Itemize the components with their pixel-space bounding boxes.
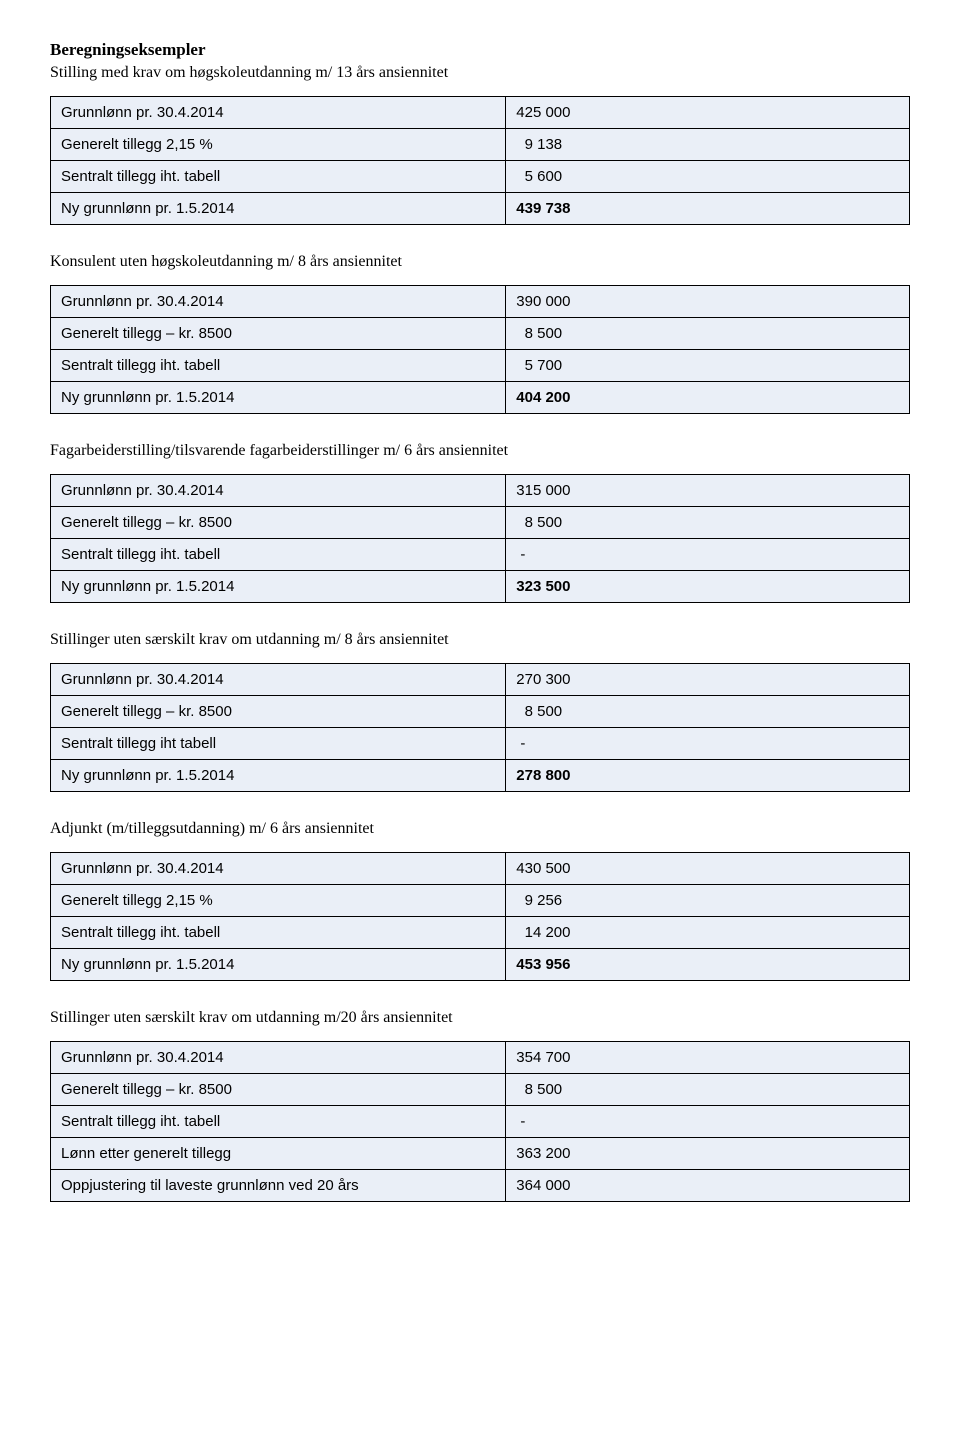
row-value: 430 500	[506, 853, 910, 885]
section-subtitle: Stilling med krav om høgskoleutdanning m…	[50, 64, 910, 82]
row-label: Generelt tillegg – kr. 8500	[51, 507, 506, 539]
table-row: Grunnlønn pr. 30.4.2014354 700	[51, 1042, 910, 1074]
row-value: 14 200	[506, 917, 910, 949]
row-value: 363 200	[506, 1138, 910, 1170]
table-row: Grunnlønn pr. 30.4.2014270 300	[51, 664, 910, 696]
row-label: Ny grunnlønn pr. 1.5.2014	[51, 760, 506, 792]
row-label: Grunnlønn pr. 30.4.2014	[51, 853, 506, 885]
table-row: Ny grunnlønn pr. 1.5.2014323 500	[51, 571, 910, 603]
calculation-table: Grunnlønn pr. 30.4.2014354 700Generelt t…	[50, 1041, 910, 1202]
calculation-table: Grunnlønn pr. 30.4.2014270 300Generelt t…	[50, 663, 910, 792]
section-subtitle: Adjunkt (m/tilleggsutdanning) m/ 6 års a…	[50, 820, 910, 838]
row-value: 453 956	[506, 949, 910, 981]
table-row: Ny grunnlønn pr. 1.5.2014404 200	[51, 382, 910, 414]
row-value: -	[506, 539, 910, 571]
table-row: Grunnlønn pr. 30.4.2014430 500	[51, 853, 910, 885]
row-value: 8 500	[506, 696, 910, 728]
row-label: Grunnlønn pr. 30.4.2014	[51, 97, 506, 129]
row-label: Generelt tillegg – kr. 8500	[51, 1074, 506, 1106]
row-value: 5 600	[506, 161, 910, 193]
row-value: 8 500	[506, 1074, 910, 1106]
row-label: Generelt tillegg 2,15 %	[51, 129, 506, 161]
row-label: Ny grunnlønn pr. 1.5.2014	[51, 571, 506, 603]
row-label: Sentralt tillegg iht. tabell	[51, 350, 506, 382]
row-label: Sentralt tillegg iht. tabell	[51, 917, 506, 949]
table-row: Grunnlønn pr. 30.4.2014315 000	[51, 475, 910, 507]
section-subtitle: Stillinger uten særskilt krav om utdanni…	[50, 1009, 910, 1027]
row-label: Grunnlønn pr. 30.4.2014	[51, 664, 506, 696]
sections-container: Stilling med krav om høgskoleutdanning m…	[50, 64, 910, 1202]
row-label: Grunnlønn pr. 30.4.2014	[51, 1042, 506, 1074]
row-value: 354 700	[506, 1042, 910, 1074]
table-row: Ny grunnlønn pr. 1.5.2014439 738	[51, 193, 910, 225]
calculation-table: Grunnlønn pr. 30.4.2014390 000Generelt t…	[50, 285, 910, 414]
row-value: 270 300	[506, 664, 910, 696]
table-row: Generelt tillegg – kr. 8500 8 500	[51, 318, 910, 350]
calculation-table: Grunnlønn pr. 30.4.2014425 000Generelt t…	[50, 96, 910, 225]
table-row: Oppjustering til laveste grunnlønn ved 2…	[51, 1170, 910, 1202]
row-value: 8 500	[506, 318, 910, 350]
table-row: Sentralt tillegg iht tabell -	[51, 728, 910, 760]
row-value: 323 500	[506, 571, 910, 603]
section-subtitle: Fagarbeiderstilling/tilsvarende fagarbei…	[50, 442, 910, 460]
row-value: 439 738	[506, 193, 910, 225]
row-value: 404 200	[506, 382, 910, 414]
table-row: Sentralt tillegg iht. tabell 14 200	[51, 917, 910, 949]
section-subtitle: Stillinger uten særskilt krav om utdanni…	[50, 631, 910, 649]
row-label: Ny grunnlønn pr. 1.5.2014	[51, 193, 506, 225]
table-row: Generelt tillegg – kr. 8500 8 500	[51, 1074, 910, 1106]
row-value: 315 000	[506, 475, 910, 507]
row-label: Generelt tillegg 2,15 %	[51, 885, 506, 917]
row-label: Ny grunnlønn pr. 1.5.2014	[51, 949, 506, 981]
table-row: Grunnlønn pr. 30.4.2014425 000	[51, 97, 910, 129]
row-value: 364 000	[506, 1170, 910, 1202]
section-subtitle: Konsulent uten høgskoleutdanning m/ 8 år…	[50, 253, 910, 271]
row-value: 9 138	[506, 129, 910, 161]
row-value: 278 800	[506, 760, 910, 792]
row-value: -	[506, 1106, 910, 1138]
row-label: Generelt tillegg – kr. 8500	[51, 696, 506, 728]
table-row: Generelt tillegg 2,15 % 9 256	[51, 885, 910, 917]
table-row: Grunnlønn pr. 30.4.2014390 000	[51, 286, 910, 318]
row-label: Sentralt tillegg iht. tabell	[51, 539, 506, 571]
row-label: Sentralt tillegg iht. tabell	[51, 161, 506, 193]
document-title: Beregningseksempler	[50, 40, 910, 60]
table-row: Sentralt tillegg iht. tabell -	[51, 1106, 910, 1138]
row-label: Grunnlønn pr. 30.4.2014	[51, 475, 506, 507]
table-row: Sentralt tillegg iht. tabell -	[51, 539, 910, 571]
table-row: Generelt tillegg 2,15 % 9 138	[51, 129, 910, 161]
row-value: 9 256	[506, 885, 910, 917]
row-value: 390 000	[506, 286, 910, 318]
row-value: 8 500	[506, 507, 910, 539]
table-row: Lønn etter generelt tillegg363 200	[51, 1138, 910, 1170]
table-row: Ny grunnlønn pr. 1.5.2014278 800	[51, 760, 910, 792]
row-value: -	[506, 728, 910, 760]
calculation-table: Grunnlønn pr. 30.4.2014315 000Generelt t…	[50, 474, 910, 603]
row-label: Sentralt tillegg iht. tabell	[51, 1106, 506, 1138]
row-label: Grunnlønn pr. 30.4.2014	[51, 286, 506, 318]
row-label: Generelt tillegg – kr. 8500	[51, 318, 506, 350]
calculation-table: Grunnlønn pr. 30.4.2014430 500Generelt t…	[50, 852, 910, 981]
table-row: Ny grunnlønn pr. 1.5.2014453 956	[51, 949, 910, 981]
table-row: Generelt tillegg – kr. 8500 8 500	[51, 507, 910, 539]
row-value: 425 000	[506, 97, 910, 129]
table-row: Sentralt tillegg iht. tabell 5 600	[51, 161, 910, 193]
table-row: Sentralt tillegg iht. tabell 5 700	[51, 350, 910, 382]
row-label: Ny grunnlønn pr. 1.5.2014	[51, 382, 506, 414]
row-label: Sentralt tillegg iht tabell	[51, 728, 506, 760]
row-label: Oppjustering til laveste grunnlønn ved 2…	[51, 1170, 506, 1202]
table-row: Generelt tillegg – kr. 8500 8 500	[51, 696, 910, 728]
row-value: 5 700	[506, 350, 910, 382]
row-label: Lønn etter generelt tillegg	[51, 1138, 506, 1170]
